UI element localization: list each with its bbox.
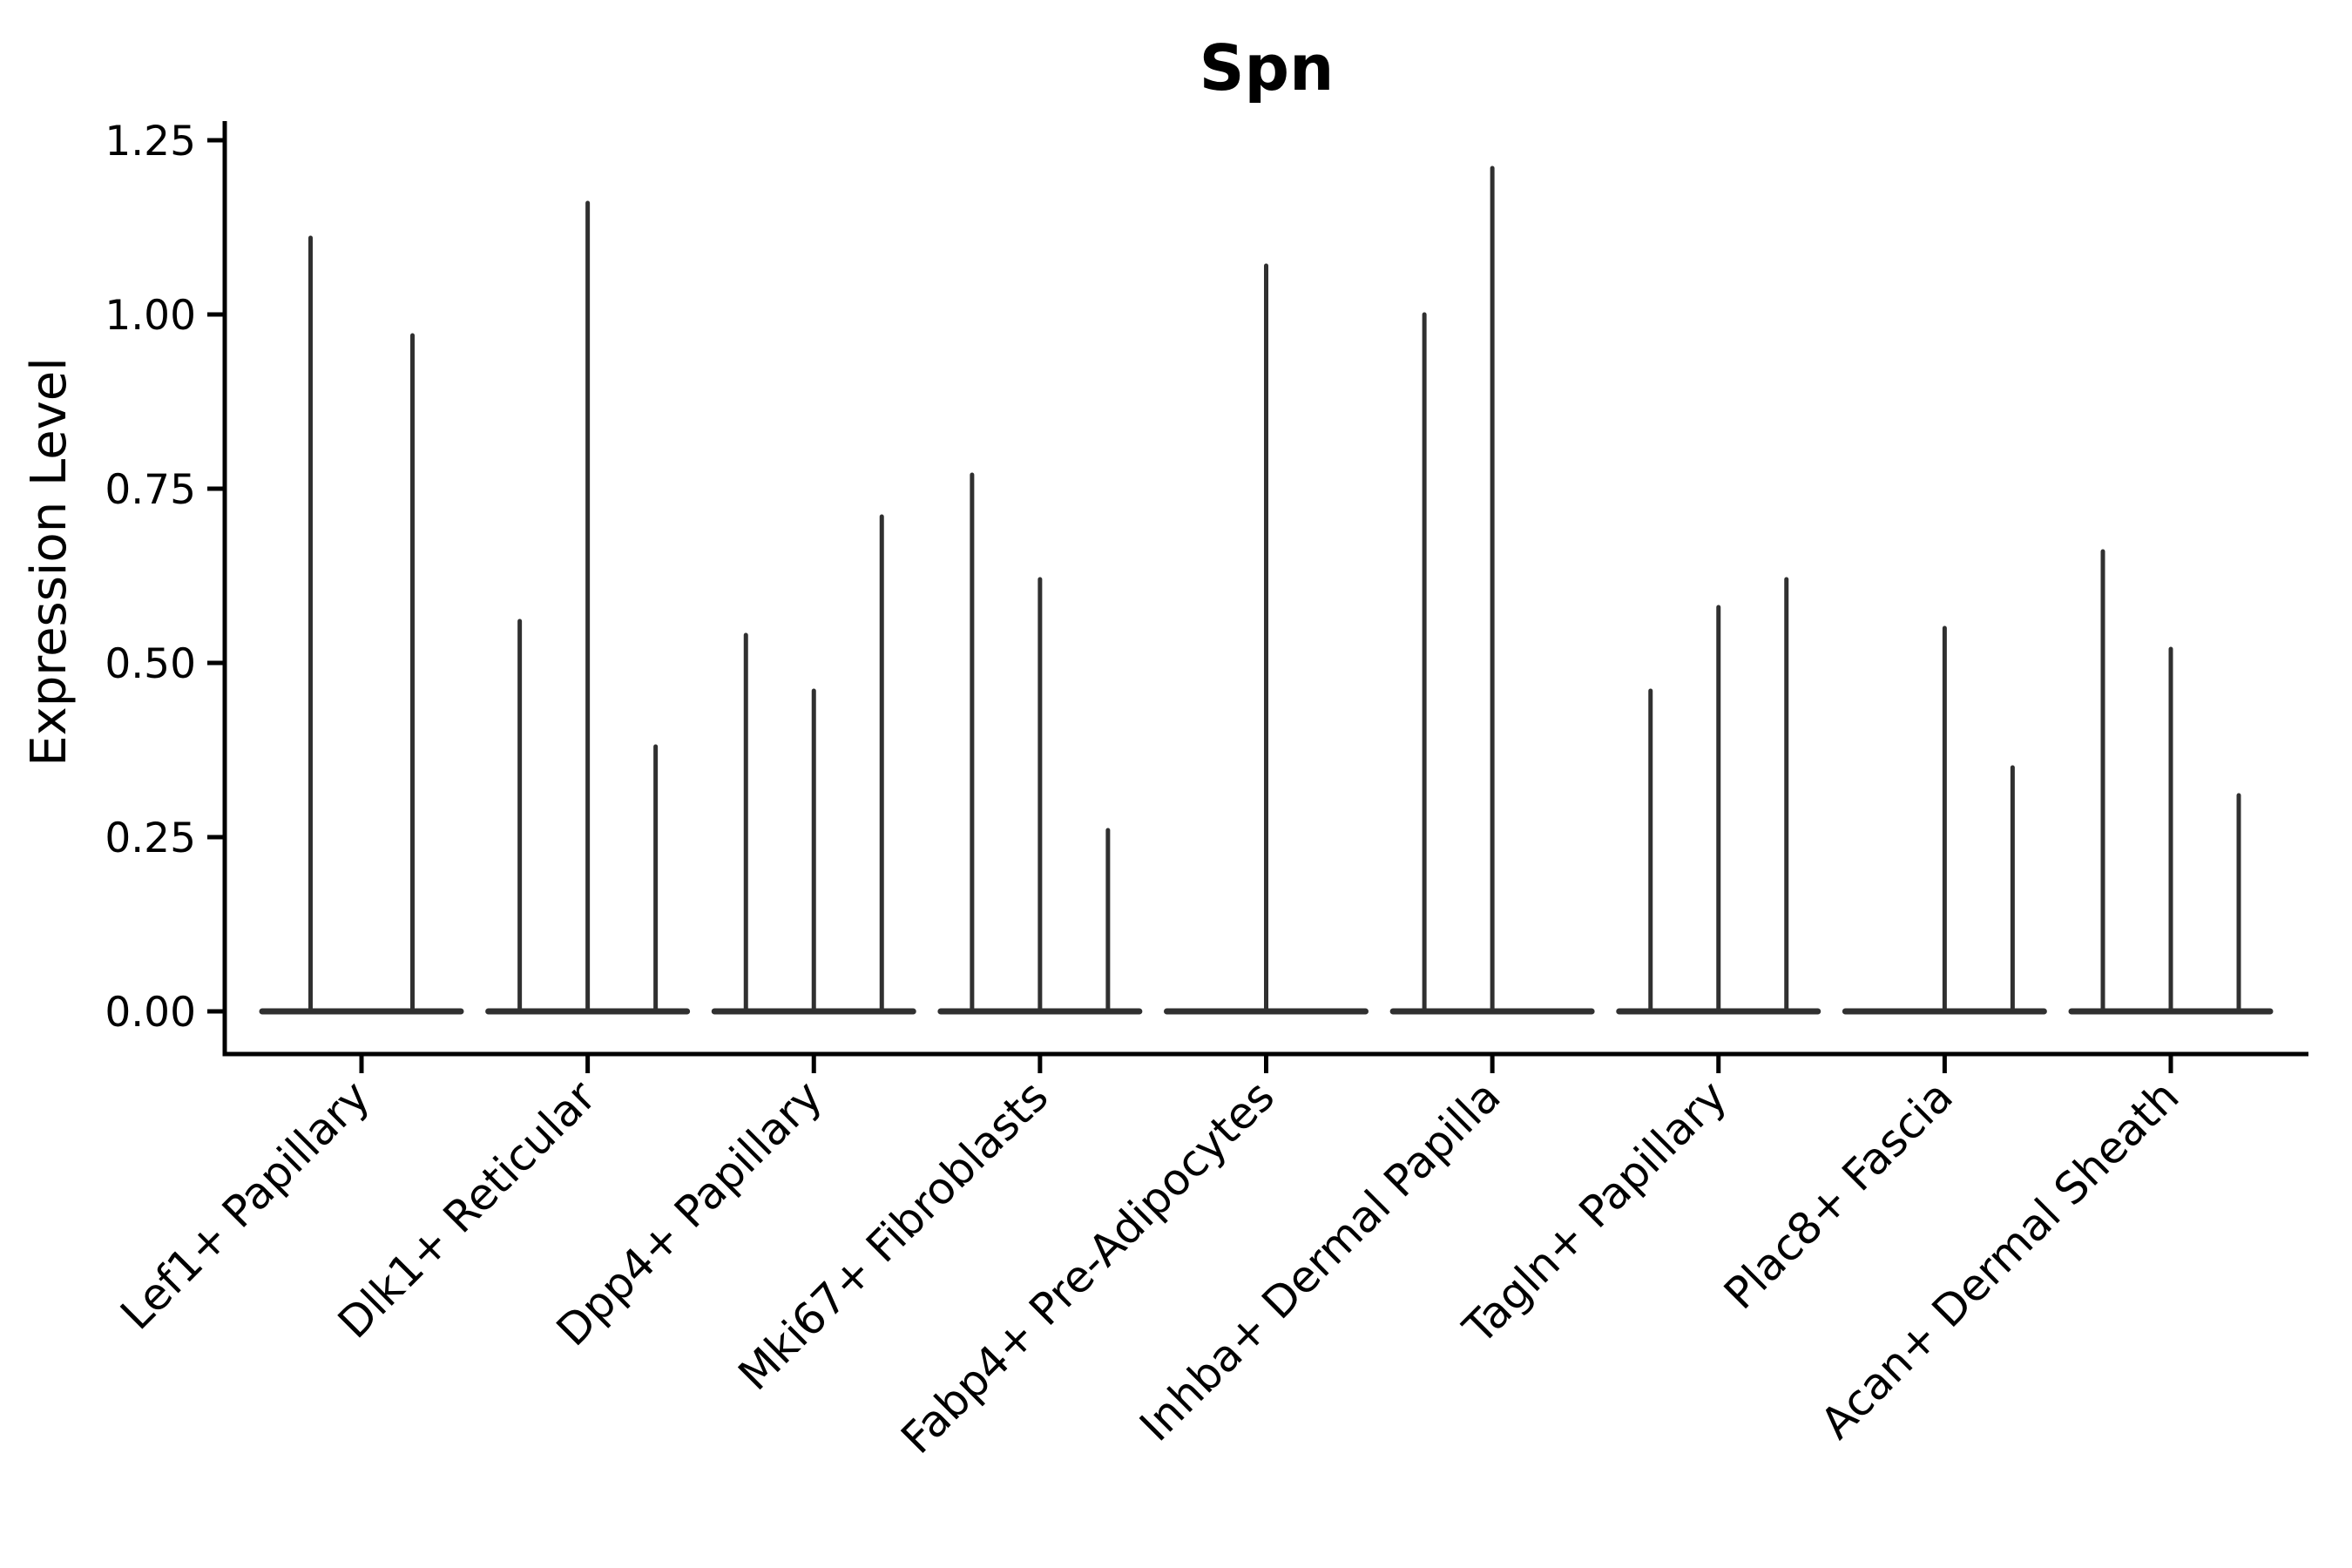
violin-group: [1164, 263, 1369, 1015]
y-tick-label: 1.00: [105, 292, 196, 340]
violin-group: [937, 472, 1143, 1015]
y-tick-label: 0.75: [105, 466, 196, 514]
y-tick-label: 0.00: [105, 989, 196, 1037]
violin-group: [711, 514, 916, 1015]
violin-group: [2068, 549, 2274, 1015]
axes: [207, 121, 2308, 1073]
x-category-label: Inhba+ Dermal Papilla: [1130, 1071, 1510, 1450]
y-axis-label: Expression Level: [21, 357, 78, 767]
violin-group: [1842, 625, 2047, 1015]
x-category-label: Lef1+ Papillary: [111, 1071, 379, 1339]
x-category-label: Acan+ Dermal Sheath: [1811, 1071, 2189, 1449]
y-tick-label: 0.25: [105, 814, 196, 862]
chart-title: Spn: [1200, 31, 1335, 105]
x-category-label: Plac8+ Fascia: [1714, 1071, 1963, 1319]
violin-group: [485, 200, 691, 1015]
y-tick-label: 1.25: [105, 118, 196, 166]
violins-layer: [259, 166, 2274, 1015]
x-category-label: Fabp4+ Pre-Adipocytes: [891, 1071, 1284, 1463]
violin-group: [259, 235, 464, 1015]
violin-group: [1389, 166, 1595, 1015]
violin-group: [1616, 577, 1821, 1015]
y-tick-label: 0.50: [105, 640, 196, 688]
